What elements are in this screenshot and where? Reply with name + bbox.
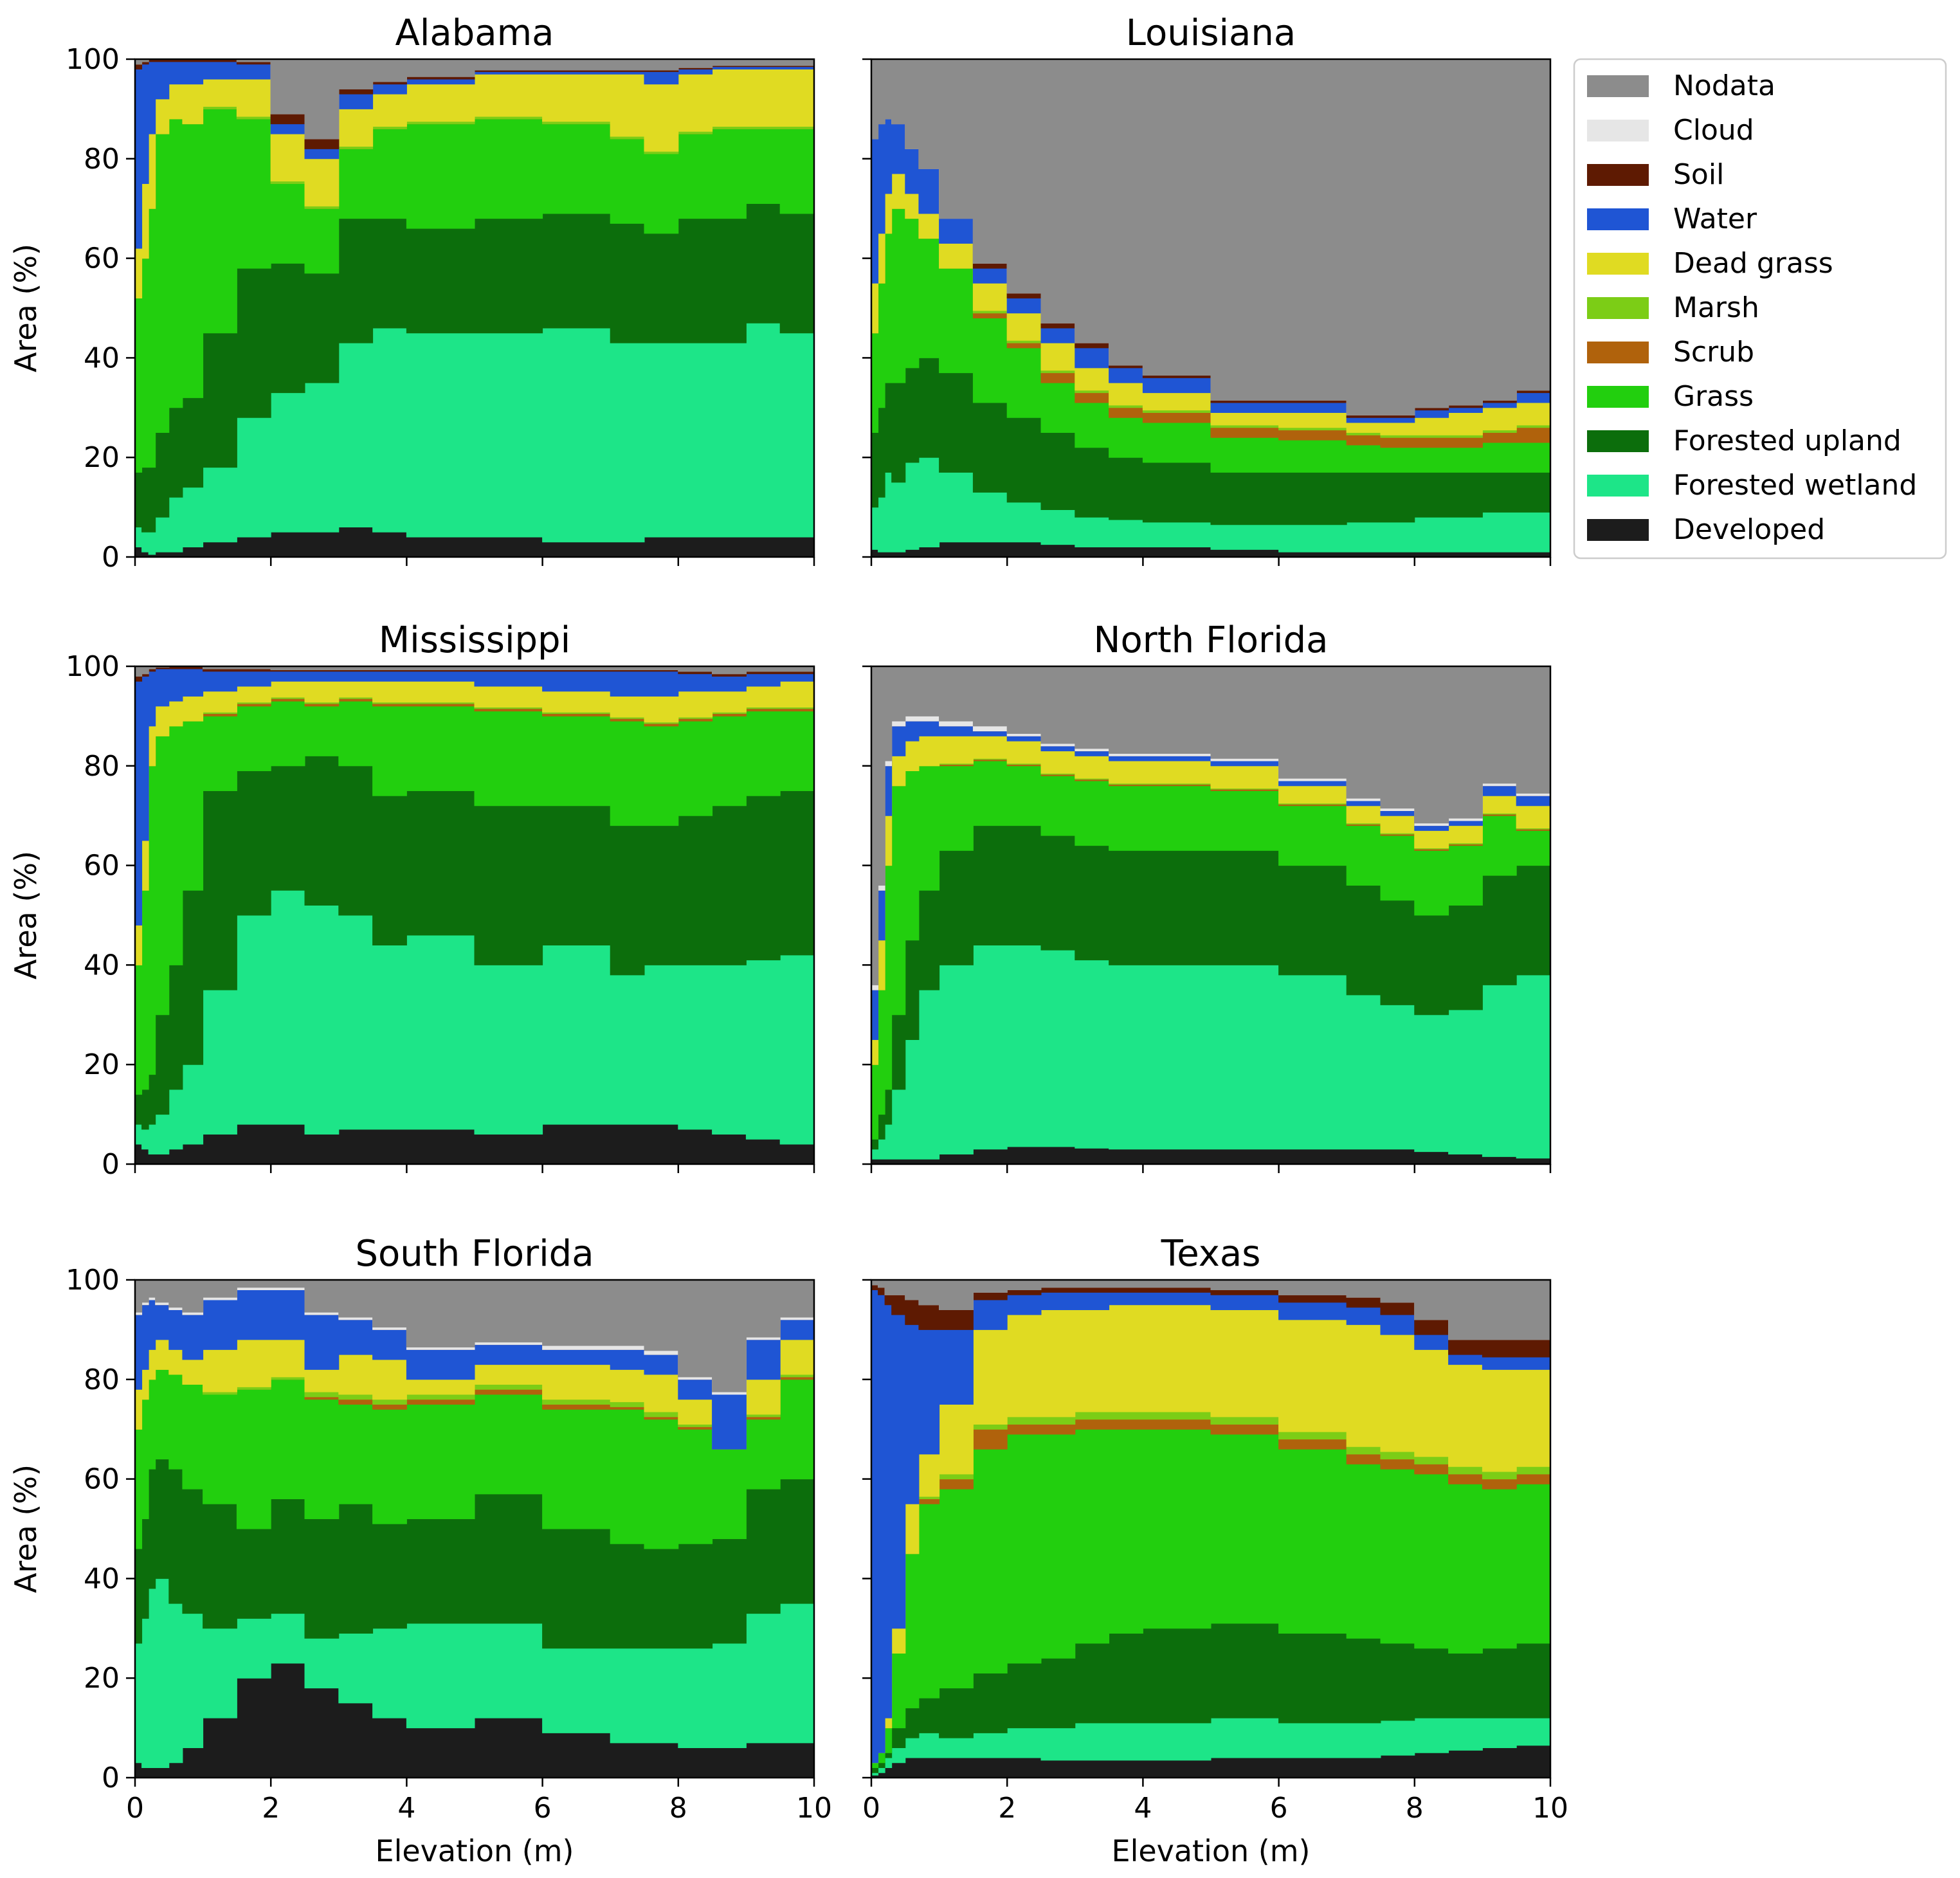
panel-title: Mississippi [379,619,570,661]
x-axis-label: Elevation (m) [376,1834,574,1868]
legend-item-forested-upland: Forested upland [1587,424,1901,457]
panel-north-florida: North Florida [862,619,1552,1173]
legend-label: Nodata [1673,69,1775,102]
panel-louisiana: Louisiana [862,12,1552,566]
x-tick-label: 6 [1270,1792,1288,1825]
x-tick-label: 10 [796,1792,832,1825]
legend-label: Cloud [1673,114,1754,147]
y-tick-label: 60 [84,1463,120,1496]
legend-item-water: Water [1587,203,1757,235]
axes-frame [870,1279,1552,1779]
x-tick-label: 0 [862,1792,880,1825]
x-tick-label: 2 [998,1792,1016,1825]
y-tick-label: 80 [84,750,120,783]
panel-south-florida: South Florida 0 20 40 60 80 100 0 2 4 6 8 10 Area (%)… [8,1233,832,1868]
y-tick-label: 0 [102,541,120,574]
axes-frame [134,58,815,558]
panel-title: Alabama [395,12,554,54]
legend-swatch [1587,342,1649,363]
legend-label: Forested upland [1673,424,1901,457]
legend-swatch [1587,164,1649,186]
y-axis-label: Area (%) [8,1464,43,1593]
panel-mississippi: Mississippi 0 20 40 60 80 100 Area (%) [8,619,815,1181]
legend-label: Water [1673,203,1757,235]
legend-item-dead-grass: Dead grass [1587,247,1833,280]
x-tick-label: 4 [397,1792,415,1825]
legend-swatch [1587,253,1649,275]
y-axis-label: Area (%) [8,851,43,980]
legend-item-marsh: Marsh [1587,291,1759,324]
panel-title: Louisiana [1126,12,1296,54]
legend-swatch [1587,75,1649,97]
legend-swatch [1587,386,1649,408]
y-tick-label: 0 [102,1148,120,1181]
y-tick-label: 40 [84,342,120,374]
y-tick-label: 0 [102,1762,120,1794]
legend-label: Dead grass [1673,247,1833,280]
y-tick-label: 80 [84,143,120,176]
legend-label: Scrub [1673,336,1754,369]
y-tick-label: 40 [84,949,120,981]
legend-box [1573,58,1947,560]
y-tick-label: 100 [66,43,120,76]
legend-swatch [1587,120,1649,141]
legend-swatch [1587,208,1649,230]
y-tick-label: 100 [66,1264,120,1297]
y-tick-label: 60 [84,850,120,882]
axes-frame [134,665,815,1165]
x-tick-label: 0 [126,1792,144,1825]
legend-label: Marsh [1673,291,1759,324]
x-tick-label: 2 [262,1792,280,1825]
legend-swatch [1587,430,1649,452]
legend-item-forested-wetland: Forested wetland [1587,469,1917,502]
y-tick-label: 20 [84,1662,120,1695]
legend: Nodata Cloud Soil Water Dead grass Marsh Scrub… [1573,58,1947,560]
y-tick-label: 60 [84,242,120,275]
legend-label: Developed [1673,513,1825,546]
y-tick-label: 40 [84,1562,120,1595]
panel-texas: Texas 0 2 4 6 8 10 Elevation (m) [862,1233,1568,1868]
y-axis-label: Area (%) [8,244,43,372]
x-tick-label: 4 [1134,1792,1152,1825]
axes-frame [870,665,1552,1165]
panel-title: North Florida [1094,619,1329,661]
legend-item-nodata: Nodata [1587,69,1775,102]
legend-item-developed: Developed [1587,513,1825,546]
legend-swatch [1587,519,1649,541]
legend-label: Soil [1673,158,1724,191]
panel-alabama: Alabama 0 20 40 60 80 100 Area (%) [8,12,815,574]
legend-label: Forested wetland [1673,469,1917,502]
panel-title: Texas [1161,1233,1261,1275]
axes-frame [134,1279,815,1779]
legend-item-scrub: Scrub [1587,336,1754,369]
x-tick-label: 8 [669,1792,687,1825]
legend-label: Grass [1673,380,1754,413]
y-tick-label: 20 [84,1048,120,1081]
legend-item-cloud: Cloud [1587,114,1754,147]
x-tick-label: 8 [1406,1792,1424,1825]
y-tick-label: 80 [84,1363,120,1396]
legend-item-soil: Soil [1587,158,1724,191]
legend-item-grass: Grass [1587,380,1754,413]
legend-swatch [1587,297,1649,319]
y-tick-label: 100 [66,650,120,683]
x-tick-label: 6 [534,1792,552,1825]
x-axis-label: Elevation (m) [1112,1834,1311,1868]
panel-title: South Florida [355,1233,594,1275]
y-tick-label: 20 [84,441,120,474]
axes-frame [870,58,1552,558]
x-tick-label: 10 [1532,1792,1568,1825]
legend-swatch [1587,475,1649,497]
